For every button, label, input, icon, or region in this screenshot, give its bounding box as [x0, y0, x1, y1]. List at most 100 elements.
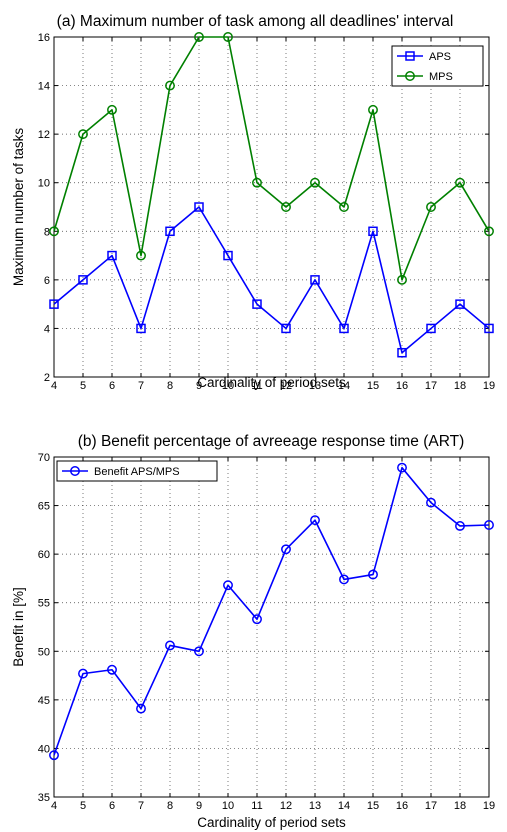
legend-marker	[405, 71, 415, 81]
data-point	[484, 323, 494, 334]
x-tick-label: 5	[80, 800, 86, 812]
x-tick-label: 19	[483, 800, 495, 812]
data-point	[281, 202, 291, 212]
data-point	[426, 202, 436, 212]
x-tick-label: 9	[196, 380, 202, 392]
y-tick-label: 35	[38, 792, 50, 804]
data-point	[281, 544, 291, 555]
data-point	[368, 569, 378, 580]
data-point	[281, 323, 291, 334]
data-point	[136, 323, 146, 334]
x-tick-label: 7	[138, 800, 144, 812]
data-point	[310, 275, 320, 285]
data-point	[194, 202, 204, 212]
data-point	[49, 299, 59, 309]
legend-label: APS	[429, 51, 451, 63]
data-point	[455, 299, 465, 309]
y-tick-label: 70	[38, 452, 50, 464]
data-point	[194, 646, 204, 657]
data-point	[107, 664, 117, 675]
y-tick-label: 45	[38, 695, 50, 707]
data-point	[78, 129, 88, 140]
x-tick-label: 16	[396, 380, 408, 392]
x-tick-label: 10	[222, 380, 234, 392]
y-tick-label: 55	[38, 598, 50, 610]
data-point	[426, 497, 436, 508]
x-tick-label: 8	[167, 380, 173, 392]
y-tick-label: 60	[38, 549, 50, 561]
legend-marker	[70, 466, 80, 476]
data-point	[426, 323, 436, 334]
x-tick-label: 8	[167, 800, 173, 812]
data-point	[78, 275, 88, 285]
chart-title: (b) Benefit percentage of avreeage respo…	[78, 433, 465, 450]
x-tick-label: 13	[309, 800, 321, 812]
legend: APS MPS	[391, 45, 484, 87]
data-point	[252, 177, 262, 188]
data-point	[397, 347, 407, 358]
series-benefit-aps-mps	[49, 462, 494, 761]
plot-frame	[53, 36, 490, 378]
data-point	[397, 462, 407, 473]
legend: Benefit APS/MPS	[56, 460, 218, 482]
data-point	[397, 274, 407, 285]
y-tick-label: 2	[44, 372, 50, 384]
series-line	[53, 466, 490, 756]
x-tick-label: 11	[251, 380, 262, 392]
data-point	[78, 668, 88, 679]
data-point	[165, 80, 175, 91]
data-point	[194, 32, 204, 42]
x-tick-label: 11	[251, 800, 262, 812]
plot-frame	[53, 456, 490, 798]
data-point	[136, 703, 146, 714]
data-point	[49, 226, 59, 237]
chart-title: (a) Maximum number of task among all dea…	[57, 13, 454, 30]
x-tick-label: 7	[138, 380, 144, 392]
data-point	[484, 520, 494, 530]
x-tick-label: 14	[338, 380, 350, 392]
data-point	[165, 226, 175, 237]
data-point	[223, 580, 233, 591]
x-tick-label: 17	[425, 800, 437, 812]
data-point	[223, 250, 233, 261]
series-line	[53, 206, 490, 354]
series-line	[53, 36, 490, 281]
x-tick-label: 12	[280, 800, 292, 812]
data-point	[339, 574, 349, 585]
data-point	[368, 104, 378, 115]
data-point	[165, 640, 175, 651]
data-point	[310, 515, 320, 526]
x-tick-label: 19	[483, 380, 495, 392]
data-point	[252, 614, 262, 625]
chart-panel-2: (b) Benefit percentage of avreeage respo…	[11, 433, 495, 830]
x-tick-label: 6	[109, 800, 115, 812]
y-axis-label: Maximum number of tasks	[11, 128, 26, 287]
series-aps	[49, 202, 494, 358]
data-point	[310, 177, 320, 188]
y-tick-label: 14	[38, 81, 50, 93]
legend-label: MPS	[429, 71, 453, 83]
x-tick-label: 9	[196, 800, 202, 812]
series-mps	[49, 32, 494, 285]
data-point	[339, 202, 349, 212]
data-point	[455, 177, 465, 188]
y-tick-label: 6	[44, 275, 50, 287]
y-tick-label: 40	[38, 743, 50, 755]
x-tick-label: 15	[367, 380, 379, 392]
x-tick-label: 12	[280, 380, 292, 392]
x-tick-label: 10	[222, 800, 234, 812]
x-tick-label: 5	[80, 380, 86, 392]
y-tick-label: 65	[38, 501, 50, 513]
x-tick-label: 18	[454, 380, 466, 392]
legend-label: Benefit APS/MPS	[94, 466, 180, 478]
y-tick-label: 8	[44, 226, 50, 238]
y-tick-label: 4	[44, 323, 50, 335]
x-tick-label: 16	[396, 800, 408, 812]
data-point	[136, 250, 146, 261]
y-tick-label: 10	[38, 178, 50, 190]
y-tick-label: 16	[38, 32, 50, 44]
x-tick-label: 15	[367, 800, 379, 812]
x-tick-label: 6	[109, 380, 115, 392]
data-point	[107, 104, 117, 115]
